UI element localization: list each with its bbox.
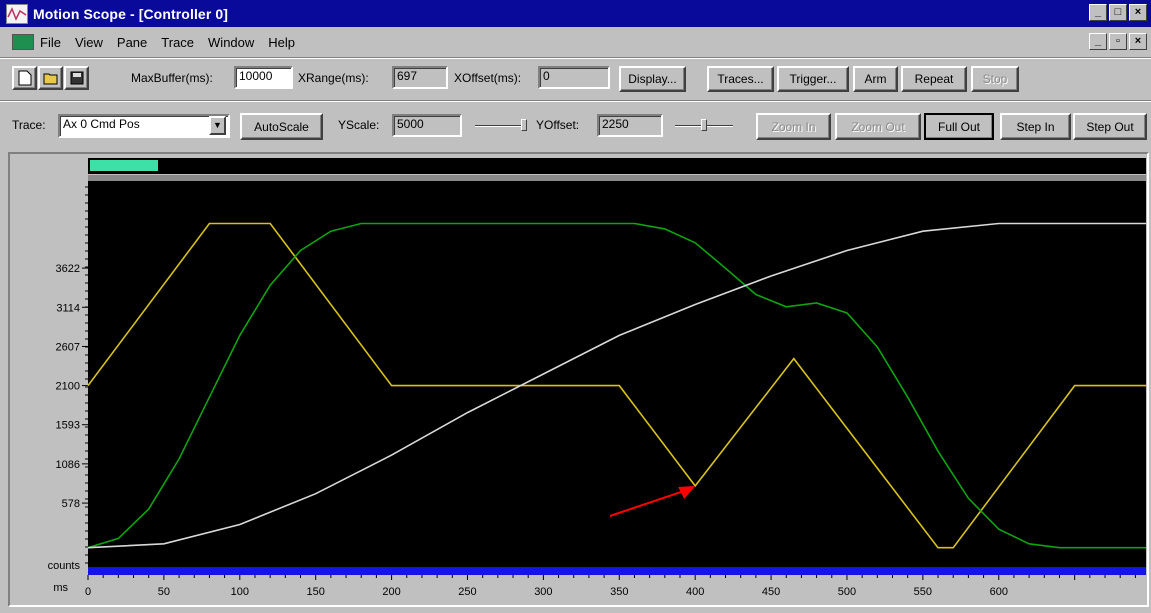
- traces-button[interactable]: Traces...: [707, 66, 774, 92]
- new-file-icon: [18, 70, 31, 86]
- arm-button[interactable]: Arm: [853, 66, 898, 92]
- step-in-button[interactable]: Step In: [1000, 113, 1071, 140]
- stop-button[interactable]: Stop: [971, 66, 1019, 92]
- yscale-input[interactable]: 5000: [392, 114, 462, 137]
- maxbuffer-input[interactable]: 10000: [234, 66, 293, 89]
- y-tick-label: 1086: [56, 459, 80, 471]
- y-tick-label: 2100: [56, 381, 80, 393]
- xrange-label: XRange(ms):: [298, 71, 369, 85]
- y-tick-label: 1593: [56, 420, 80, 432]
- menu-file[interactable]: File: [40, 34, 61, 50]
- trace-select[interactable]: Ax 0 Cmd Pos: [58, 114, 230, 138]
- trigger-button[interactable]: Trigger...: [777, 66, 849, 92]
- x-tick-label: 150: [307, 586, 325, 598]
- floppy-disk-icon: [70, 71, 83, 85]
- y-tick-label: 578: [62, 498, 80, 510]
- xrange-input[interactable]: 697: [392, 66, 448, 89]
- zoom-in-button[interactable]: Zoom In: [756, 113, 831, 140]
- buffer-indicator: [88, 158, 1146, 174]
- yscale-slider-thumb[interactable]: [521, 119, 527, 131]
- menu-window[interactable]: Window: [208, 34, 255, 50]
- dropdown-arrow-icon[interactable]: ▼: [209, 116, 226, 135]
- close-button[interactable]: ×: [1129, 4, 1147, 21]
- menu-help[interactable]: Help: [268, 34, 296, 50]
- y-tick-label: 3622: [56, 263, 80, 275]
- title-bar: Motion Scope - [Controller 0] _ □ ×: [0, 0, 1151, 27]
- menu-pane[interactable]: Pane: [116, 34, 148, 50]
- x-tick-label: 200: [382, 586, 400, 598]
- x-tick-label: 300: [534, 586, 552, 598]
- x-tick-label: 450: [762, 586, 780, 598]
- x-tick-label: 50: [158, 586, 170, 598]
- yscale-slider[interactable]: [475, 125, 525, 127]
- yoffset-input[interactable]: 2250: [597, 114, 663, 137]
- menu-bar: File View Pane Trace Window Help _ ▫ ×: [0, 27, 1151, 57]
- yoffset-slider-thumb[interactable]: [701, 119, 707, 131]
- maximize-button[interactable]: □: [1109, 4, 1127, 21]
- trace-command-velocity: [87, 222, 1146, 549]
- annotation-arrow-line: [609, 490, 682, 517]
- buffer-indicator-fill: [90, 160, 158, 171]
- toolbar-trace: Trace: Ax 0 Cmd Pos ▼ AutoScale YScale: …: [0, 103, 1151, 149]
- scope-app-icon[interactable]: [6, 3, 28, 24]
- window-title: Motion Scope - [Controller 0]: [33, 5, 229, 22]
- autoscale-button[interactable]: AutoScale: [240, 113, 323, 140]
- step-out-button[interactable]: Step Out: [1073, 113, 1147, 140]
- x-tick-label: 0: [85, 586, 91, 598]
- display-button[interactable]: Display...: [619, 66, 686, 92]
- trace-command-position: [87, 222, 1146, 549]
- new-file-button[interactable]: [12, 66, 37, 90]
- x-tick-label: 100: [231, 586, 249, 598]
- y-tick-label: 3114: [56, 302, 80, 314]
- save-button[interactable]: [64, 66, 89, 90]
- mdi-minimize-button[interactable]: _: [1089, 33, 1107, 50]
- buffer-scroll-track[interactable]: [88, 175, 1146, 181]
- menu-view[interactable]: View: [74, 34, 103, 50]
- trace-label: Trace:: [12, 118, 46, 132]
- mdi-restore-button[interactable]: ▫: [1109, 33, 1127, 50]
- x-tick-label: 550: [914, 586, 932, 598]
- waveform-icon: [7, 6, 27, 21]
- x-axis-bar: [88, 567, 1146, 575]
- open-file-button[interactable]: [38, 66, 63, 90]
- annotation-label: mpiMotionModify: [386, 499, 544, 520]
- menu-trace[interactable]: Trace: [161, 34, 195, 50]
- x-tick-label: 400: [686, 586, 704, 598]
- trace-actual-velocity: [87, 222, 1146, 549]
- maxbuffer-label: MaxBuffer(ms):: [131, 71, 213, 85]
- annotation-arrow-head: [678, 485, 696, 499]
- separator: [0, 57, 1151, 59]
- mdi-close-button[interactable]: ×: [1129, 33, 1147, 50]
- folder-open-icon: [43, 73, 57, 85]
- repeat-button[interactable]: Repeat: [901, 66, 967, 92]
- zoom-out-button[interactable]: Zoom Out: [835, 113, 921, 140]
- y-axis-label: counts: [48, 560, 81, 572]
- x-tick-label: 250: [458, 586, 476, 598]
- plot-background: [88, 181, 1146, 567]
- full-out-button[interactable]: Full Out: [924, 113, 994, 140]
- document-icon[interactable]: [12, 34, 34, 50]
- toolbar-top: MaxBuffer(ms): 10000 XRange(ms): 697 XOf…: [0, 59, 1151, 99]
- xoffset-input[interactable]: 0: [538, 66, 610, 89]
- x-axis-label: ms: [53, 582, 68, 594]
- xoffset-label: XOffset(ms):: [454, 71, 522, 85]
- minimize-button[interactable]: _: [1089, 4, 1107, 21]
- x-tick-label: 350: [610, 586, 628, 598]
- yoffset-label: YOffset:: [536, 118, 580, 132]
- x-tick-label: 500: [838, 586, 856, 598]
- x-tick-label: 600: [990, 586, 1008, 598]
- separator: [0, 100, 1151, 102]
- y-tick-label: 2607: [56, 341, 80, 353]
- yscale-label: YScale:: [338, 118, 380, 132]
